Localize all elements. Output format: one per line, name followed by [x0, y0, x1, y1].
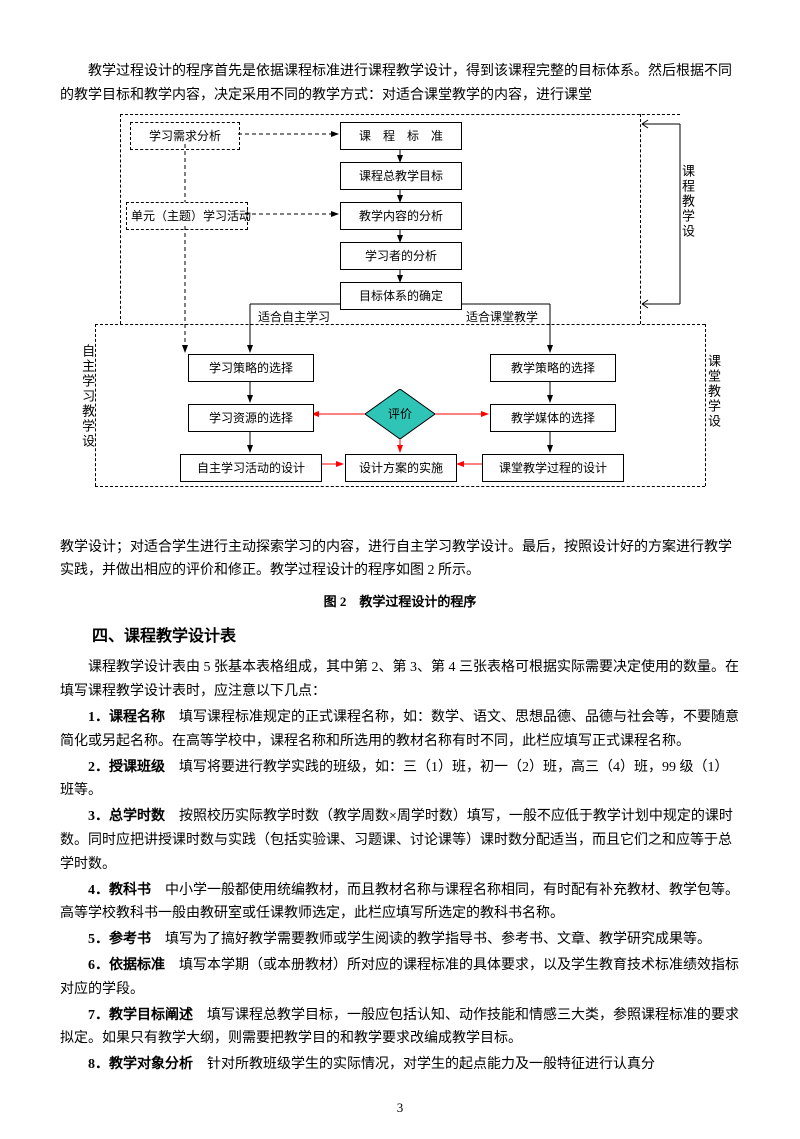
box-standard: 课 程 标 准 — [340, 122, 462, 150]
label-classroom: 适合课堂教学 — [466, 307, 538, 327]
figure-caption: 图 2 教学过程设计的程序 — [60, 591, 740, 613]
box-media-select: 教学媒体的选择 — [490, 404, 616, 432]
box-teach-strategy: 教学策略的选择 — [490, 354, 616, 382]
page-number: 3 — [60, 1097, 740, 1119]
box-needs-analysis: 学习需求分析 — [130, 122, 240, 150]
flowchart: 学习需求分析 单元（主题）学习活动 课 程 标 准 课程总教学目标 教学内容的分… — [80, 114, 720, 534]
item-7: 7．教学目标阐述 填写课程总教学目标，一般应包括认知、动作技能和情感三大类，参照… — [60, 1004, 740, 1052]
item-4: 4．教科书 中小学一般都使用统编教材，而且教材名称与课程名称相同，有时配有补充教… — [60, 879, 740, 927]
item-5: 5．参考书 填写为了搞好教学需要教师或学生阅读的教学指导书、参考书、文章、教学研… — [60, 928, 740, 952]
box-content-analysis: 教学内容的分析 — [340, 202, 462, 230]
item-3: 3．总学时数 按照校历实际教学时数（教学周数×周学时数）填写，一般不应低于教学计… — [60, 805, 740, 876]
box-total-goal: 课程总教学目标 — [340, 162, 462, 190]
diamond-eval: 评价 — [365, 389, 435, 439]
intro-para-2: 教学设计；对适合学生进行主动探索学习的内容，进行自主学习教学设计。最后，按照设计… — [60, 536, 740, 584]
vlabel-course: 课程教学设 — [676, 164, 698, 239]
item-2: 2．授课班级 填写将要进行教学实践的班级，如：三（1）班，初一（2）班，高三（4… — [60, 756, 740, 804]
item-1: 1．课程名称 填写课程标准规定的正式课程名称，如：数学、语文、思想品德、品德与社… — [60, 706, 740, 754]
label-self-study: 适合自主学习 — [258, 307, 330, 327]
vlabel-class: 课堂教学设 — [702, 354, 724, 429]
intro-para-1: 教学过程设计的程序首先是依据课程标准进行课程教学设计，得到该课程完整的目标体系。… — [60, 60, 740, 108]
section-intro: 课程教学设计表由 5 张基本表格组成，其中第 2、第 3、第 4 三张表格可根据… — [60, 656, 740, 704]
box-goal-system: 目标体系的确定 — [340, 282, 462, 310]
box-unit-activity: 单元（主题）学习活动 — [126, 202, 248, 230]
box-class-process: 课堂教学过程的设计 — [482, 454, 624, 482]
vlabel-self: 自主学习教学设 — [76, 344, 98, 449]
box-strategy-select: 学习策略的选择 — [188, 354, 314, 382]
box-self-activity: 自主学习活动的设计 — [180, 454, 322, 482]
item-6: 6．依据标准 填写本学期（或本册教材）所对应的课程标准的具体要求，以及学生教育技… — [60, 954, 740, 1002]
item-8: 8．教学对象分析 针对所教班级学生的实际情况，对学生的起点能力及一般特征进行认真… — [60, 1053, 740, 1077]
box-implement: 设计方案的实施 — [345, 454, 457, 482]
box-resource-select: 学习资源的选择 — [188, 404, 314, 432]
box-learner-analysis: 学习者的分析 — [340, 242, 462, 270]
section-heading: 四、课程教学设计表 — [60, 623, 740, 650]
